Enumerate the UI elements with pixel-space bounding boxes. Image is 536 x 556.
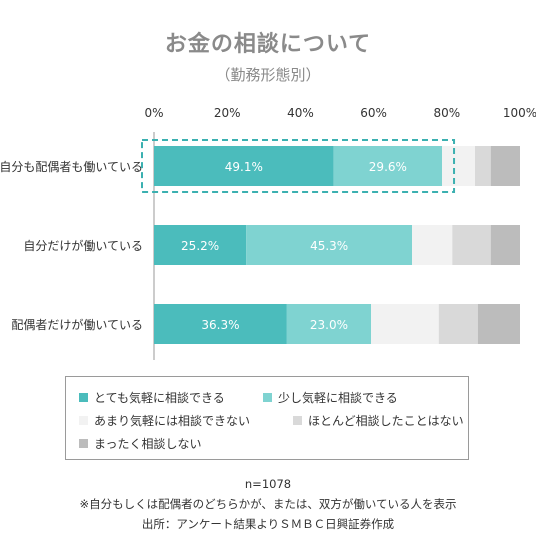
x-tick-label: 100%: [503, 106, 536, 120]
data-label: 36.3%: [201, 318, 239, 332]
legend-swatch: [263, 393, 272, 402]
data-label: 49.1%: [225, 160, 263, 174]
bar-segment: [154, 225, 247, 265]
legend-label: とても気軽に相談できる: [94, 391, 225, 405]
category-label: 自分も配偶者も働いている: [0, 160, 143, 174]
legend-label: まったく相談しない: [94, 437, 202, 451]
legend-label: 少し気軽に相談できる: [278, 391, 398, 405]
legend-item: まったく相談しない: [79, 435, 202, 452]
chart-legend: とても気軽に相談できる 少し気軽に相談できるあまり気軽には相談できない ほとんど相談…: [65, 376, 469, 460]
x-tick-label: 40%: [287, 106, 314, 120]
category-label: 自分だけが働いている: [23, 238, 143, 253]
legend-swatch: [79, 393, 88, 402]
bar-segment: [412, 225, 453, 265]
bar-segment: [286, 304, 372, 344]
data-label: 23.0%: [310, 318, 348, 332]
chart-title: お金の相談について: [164, 32, 372, 57]
legend-swatch: [79, 439, 88, 448]
legend-item: とても気軽に相談できる: [79, 389, 225, 406]
highlight-box: [141, 139, 456, 193]
legend-item: あまり気軽には相談できない: [79, 412, 250, 429]
legend-swatch: [79, 416, 88, 425]
sample-size: n=1078: [244, 477, 292, 491]
legend-item: 少し気軽に相談できる: [263, 389, 398, 406]
bar-segment: [442, 146, 475, 186]
bar-segment: [474, 146, 491, 186]
bar-segment: [490, 146, 520, 186]
data-label: 25.2%: [181, 239, 219, 253]
x-tick-label: 60%: [360, 106, 387, 120]
bar-segment: [154, 304, 287, 344]
bar-segment: [371, 304, 439, 344]
bar-segment: [333, 146, 443, 186]
bar-segment: [246, 225, 413, 265]
bar-segment: [438, 304, 478, 344]
bar-segment: [477, 304, 520, 344]
stacked-bar-chart: 0% 20% 40% 60% 80% 100% 自分も配偶者も働いている 49.1% 29.6%…: [0, 106, 536, 360]
bar-segment: [452, 225, 491, 265]
data-label: 45.3%: [310, 239, 348, 253]
x-tick-label: 0%: [144, 106, 163, 120]
x-tick-label: 20%: [214, 106, 241, 120]
legend-item: ほとんど相談したことはない: [293, 412, 464, 429]
data-label: 29.6%: [369, 160, 407, 174]
source-note: 出所：アンケート結果よりＳＭＢＣ日興証券作成: [141, 517, 395, 531]
bar-segment: [490, 225, 520, 265]
legend-label: ほとんど相談したことはない: [308, 414, 464, 428]
legend-label: あまり気軽には相談できない: [94, 414, 251, 428]
x-tick-label: 80%: [433, 106, 460, 120]
category-label: 配偶者だけが働いている: [11, 317, 143, 332]
bar-segment: [154, 146, 334, 186]
footnote: ※自分もしくは配偶者のどちらかが、または、双方が働いている人を表示: [79, 497, 457, 511]
chart-notes: n=1078 ※自分もしくは配偶者のどちらかが、または、双方が働いている人を表示…: [0, 474, 536, 534]
legend-swatch: [293, 416, 302, 425]
chart-subtitle: （勤務形態別）: [215, 66, 321, 84]
